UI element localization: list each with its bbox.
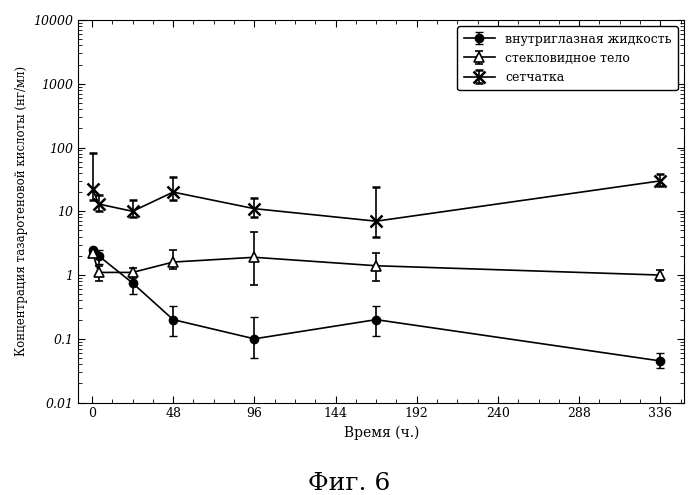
Text: Фиг. 6: Фиг. 6 xyxy=(308,472,391,495)
X-axis label: Время (ч.): Время (ч.) xyxy=(343,426,419,441)
Legend: внутриглазная жидкость, стекловидное тело, сетчатка: внутриглазная жидкость, стекловидное тел… xyxy=(458,26,678,90)
Y-axis label: Концентрация тазаротеновой кислоты (нг/мл): Концентрация тазаротеновой кислоты (нг/м… xyxy=(15,66,28,356)
